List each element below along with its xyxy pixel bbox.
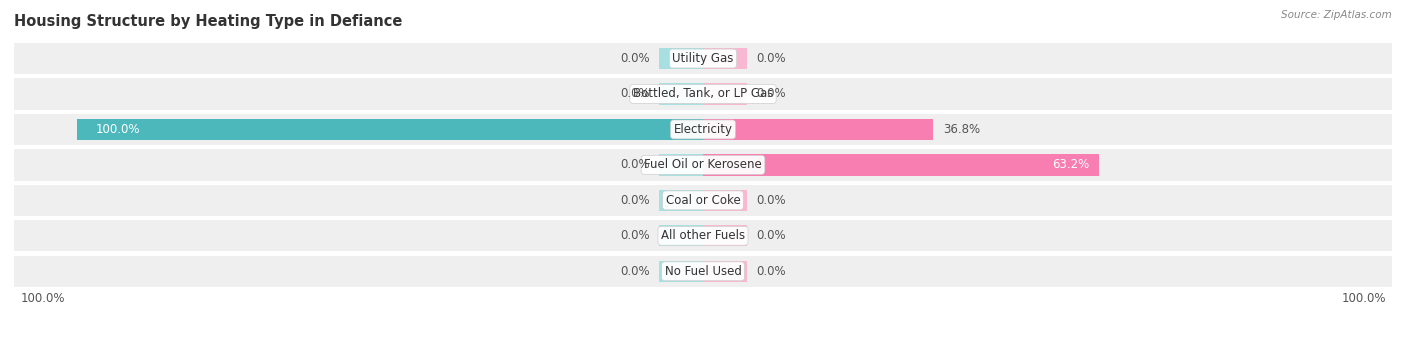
Bar xyxy=(659,154,703,175)
Text: 0.0%: 0.0% xyxy=(620,229,650,242)
Text: Electricity: Electricity xyxy=(673,123,733,136)
Bar xyxy=(659,225,703,246)
Text: 0.0%: 0.0% xyxy=(620,194,650,207)
Bar xyxy=(14,43,1392,74)
Text: 0.0%: 0.0% xyxy=(756,229,786,242)
Bar xyxy=(14,114,1392,145)
Text: Utility Gas: Utility Gas xyxy=(672,52,734,65)
Bar xyxy=(703,83,747,105)
Bar xyxy=(14,256,1392,287)
Text: 0.0%: 0.0% xyxy=(756,194,786,207)
Text: Fuel Oil or Kerosene: Fuel Oil or Kerosene xyxy=(644,158,762,171)
Bar xyxy=(77,119,703,140)
Text: 100.0%: 100.0% xyxy=(1341,292,1386,305)
Bar xyxy=(659,261,703,282)
Bar xyxy=(14,185,1392,216)
Text: 36.8%: 36.8% xyxy=(943,123,980,136)
Legend: Owner-occupied, Renter-occupied: Owner-occupied, Renter-occupied xyxy=(572,335,834,340)
Text: 100.0%: 100.0% xyxy=(96,123,141,136)
Bar xyxy=(659,48,703,69)
Text: 0.0%: 0.0% xyxy=(620,52,650,65)
Text: 63.2%: 63.2% xyxy=(1052,158,1090,171)
Bar xyxy=(659,190,703,211)
Text: 0.0%: 0.0% xyxy=(620,158,650,171)
Text: Coal or Coke: Coal or Coke xyxy=(665,194,741,207)
Text: 0.0%: 0.0% xyxy=(620,87,650,101)
Text: All other Fuels: All other Fuels xyxy=(661,229,745,242)
Bar xyxy=(703,119,934,140)
Text: Bottled, Tank, or LP Gas: Bottled, Tank, or LP Gas xyxy=(633,87,773,101)
Bar xyxy=(703,190,747,211)
Bar xyxy=(659,83,703,105)
Bar xyxy=(703,154,1099,175)
Text: 0.0%: 0.0% xyxy=(620,265,650,278)
Text: 100.0%: 100.0% xyxy=(20,292,65,305)
Text: 0.0%: 0.0% xyxy=(756,265,786,278)
Text: Source: ZipAtlas.com: Source: ZipAtlas.com xyxy=(1281,10,1392,20)
Bar xyxy=(703,48,747,69)
Bar xyxy=(703,261,747,282)
Bar xyxy=(14,220,1392,251)
Text: Housing Structure by Heating Type in Defiance: Housing Structure by Heating Type in Def… xyxy=(14,14,402,29)
Bar xyxy=(14,79,1392,109)
Text: 0.0%: 0.0% xyxy=(756,52,786,65)
Bar xyxy=(14,149,1392,181)
Text: 0.0%: 0.0% xyxy=(756,87,786,101)
Bar xyxy=(703,225,747,246)
Text: No Fuel Used: No Fuel Used xyxy=(665,265,741,278)
